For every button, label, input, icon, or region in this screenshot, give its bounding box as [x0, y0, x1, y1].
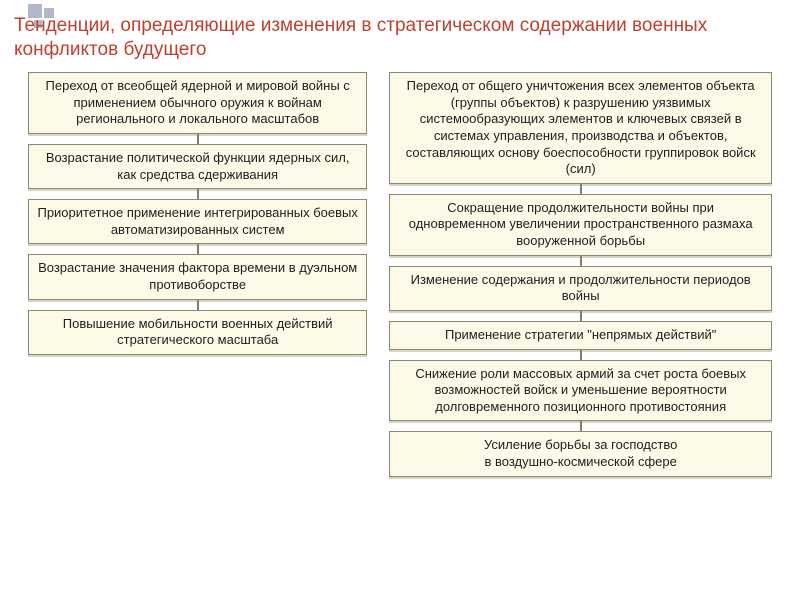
box-right-2: Изменение содержания и продолжительности…: [389, 266, 772, 311]
connector: [389, 256, 772, 266]
columns-container: Переход от всеобщей ядерной и мировой во…: [28, 72, 772, 477]
box-left-3: Возрастание значения фактора времени в д…: [28, 254, 367, 299]
connector: [28, 300, 367, 310]
box-left-0: Переход от всеобщей ядерной и мировой во…: [28, 72, 367, 134]
connector: [389, 421, 772, 431]
box-right-5: Усиление борьбы за господствов воздушно-…: [389, 431, 772, 476]
connector: [389, 311, 772, 321]
box-left-2: Приоритетное применение интегрированных …: [28, 199, 367, 244]
page-title: Тенденции, определяющие изменения в стра…: [14, 14, 786, 62]
right-column: Переход от общего уничтожения всех элеме…: [389, 72, 772, 477]
box-right-3: Применение стратегии "непрямых действий": [389, 321, 772, 350]
box-right-1: Сокращение продолжительности войны при о…: [389, 194, 772, 256]
box-left-4: Повышение мобильности военных действий с…: [28, 310, 367, 355]
box-right-0: Переход от общего уничтожения всех элеме…: [389, 72, 772, 184]
connector: [389, 350, 772, 360]
connector: [389, 184, 772, 194]
connector: [28, 134, 367, 144]
box-right-4: Снижение роли массовых армий за счет рос…: [389, 360, 772, 422]
left-column: Переход от всеобщей ядерной и мировой во…: [28, 72, 367, 477]
connector: [28, 189, 367, 199]
box-left-1: Возрастание политической функции ядерных…: [28, 144, 367, 189]
connector: [28, 244, 367, 254]
